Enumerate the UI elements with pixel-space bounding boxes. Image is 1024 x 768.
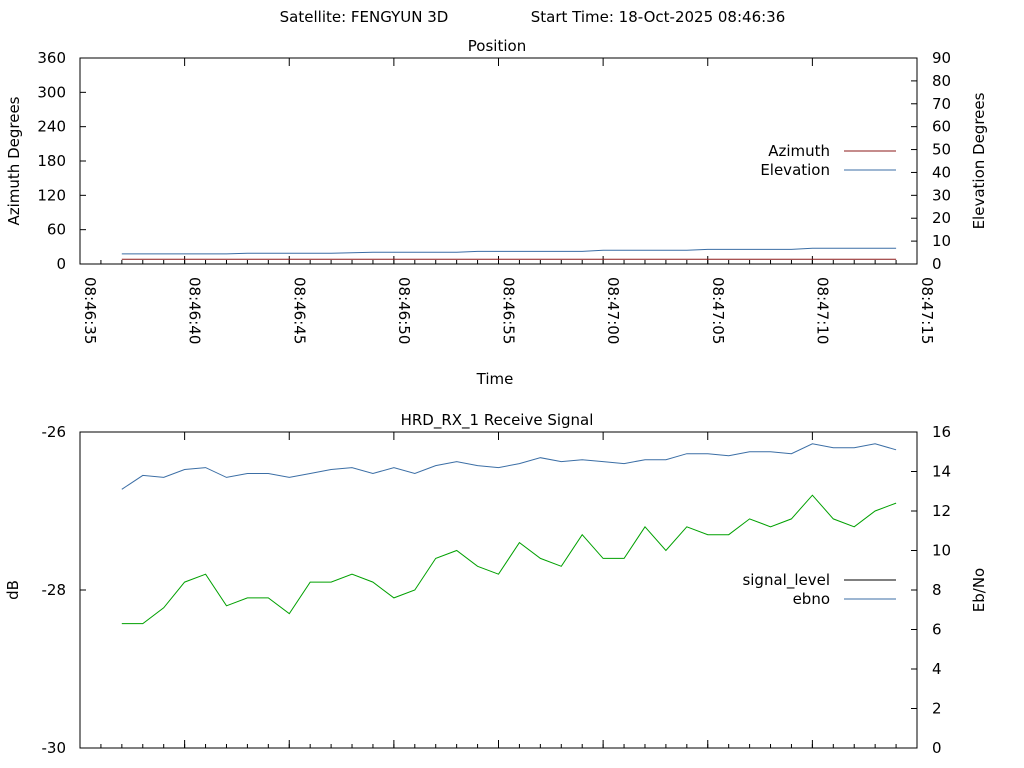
position-x-tick-label: 08:46:35: [81, 277, 99, 344]
position-left-tick-label: 120: [37, 186, 66, 204]
position-right-tick-label: 80: [932, 72, 951, 90]
signal-right-tick-label: 14: [932, 463, 951, 481]
series-ebno_green-line: [121, 494, 897, 625]
signal-left-tick-label: -28: [42, 581, 67, 599]
position-left-tick-label: 180: [37, 152, 66, 170]
position-title: Position: [468, 37, 526, 55]
position-x-tick-label: 08:46:45: [290, 277, 308, 344]
signal-right-tick-label: 12: [932, 502, 951, 520]
series-ebno-line: [121, 443, 897, 490]
position-x-axis: 08:46:35 08:46:40 08:46:45 08:46:50 08:46:55…: [79, 58, 936, 344]
position-left-axis: 0 60 120 180 240 300 360: [37, 49, 86, 273]
signal-right-tick-label: 0: [932, 739, 942, 757]
signal-title: HRD_RX_1 Receive Signal: [401, 411, 594, 430]
position-left-tick-label: 360: [37, 49, 66, 67]
signal-right-axis: 0 2 4 6 8 10 12 14 16: [911, 423, 951, 757]
signal-right-tick-label: 10: [932, 542, 951, 560]
position-right-ylabel: Elevation Degrees: [970, 92, 988, 229]
position-x-tick-label: 08:46:50: [395, 277, 413, 344]
position-right-tick-label: 90: [932, 49, 951, 67]
signal-right-tick-label: 6: [932, 621, 942, 639]
signal-right-ylabel: Eb/No: [970, 568, 988, 612]
signal-plot-frame: [79, 431, 918, 749]
position-left-tick-label: 0: [56, 255, 66, 273]
signal-left-tick-label: -30: [42, 739, 67, 757]
signal-left-ylabel: dB: [4, 580, 22, 600]
position-x-tick-label: 08:47:05: [709, 277, 727, 344]
signal-right-tick-label: 8: [932, 581, 942, 599]
signal-legend: signal_level ebno: [742, 571, 896, 608]
position-x-tick-label: 08:46:40: [186, 277, 204, 344]
signal-left-axis: -26 -28 -30: [42, 423, 86, 757]
position-x-tick-label: 08:47:15: [918, 277, 936, 344]
position-right-tick-label: 0: [932, 255, 942, 273]
position-left-tick-label: 240: [37, 118, 66, 136]
position-right-tick-label: 40: [932, 163, 951, 181]
position-right-tick-label: 10: [932, 232, 951, 250]
position-x-tick-label: 08:47:00: [604, 277, 622, 344]
position-left-tick-label: 300: [37, 83, 66, 101]
position-series: [121, 247, 897, 260]
position-right-tick-label: 30: [932, 186, 951, 204]
position-x-tick-label: 08:46:55: [500, 277, 518, 344]
legend-azimuth-label: Azimuth: [768, 142, 830, 160]
position-right-tick-label: 60: [932, 118, 951, 136]
signal-right-tick-label: 2: [932, 700, 942, 718]
position-chart: Position 0 60 120 180 240 300 360 0 10 20 30 40 50 6…: [5, 37, 988, 388]
signal-series: [121, 443, 897, 625]
start-time-label: Start Time: 18-Oct-2025 08:46:36: [531, 8, 786, 26]
position-left-tick-label: 60: [47, 221, 66, 239]
signal-left-tick-label: -26: [42, 423, 67, 441]
signal-x-ticks: [79, 432, 918, 748]
position-left-ylabel: Azimuth Degrees: [5, 96, 23, 225]
position-xlabel: Time: [476, 370, 514, 388]
satellite-label: Satellite: FENGYUN 3D: [280, 8, 449, 26]
position-right-tick-label: 70: [932, 95, 951, 113]
series-elevation-line: [121, 247, 897, 255]
signal-right-tick-label: 4: [932, 660, 942, 678]
position-right-tick-label: 20: [932, 209, 951, 227]
legend-elevation-label: Elevation: [760, 161, 830, 179]
position-right-tick-label: 50: [932, 141, 951, 159]
position-x-tick-label: 08:47:10: [813, 277, 831, 344]
position-right-axis: 0 10 20 30 40 50 60 70 80 90: [911, 49, 951, 273]
legend-signal-level-label: signal_level: [742, 571, 830, 590]
legend-ebno-label: ebno: [793, 590, 830, 608]
signal-right-tick-label: 16: [932, 423, 951, 441]
signal-chart: HRD_RX_1 Receive Signal -26 -28 -30 0 2 4 6 8 1…: [4, 411, 988, 757]
position-legend: Azimuth Elevation: [760, 142, 896, 179]
